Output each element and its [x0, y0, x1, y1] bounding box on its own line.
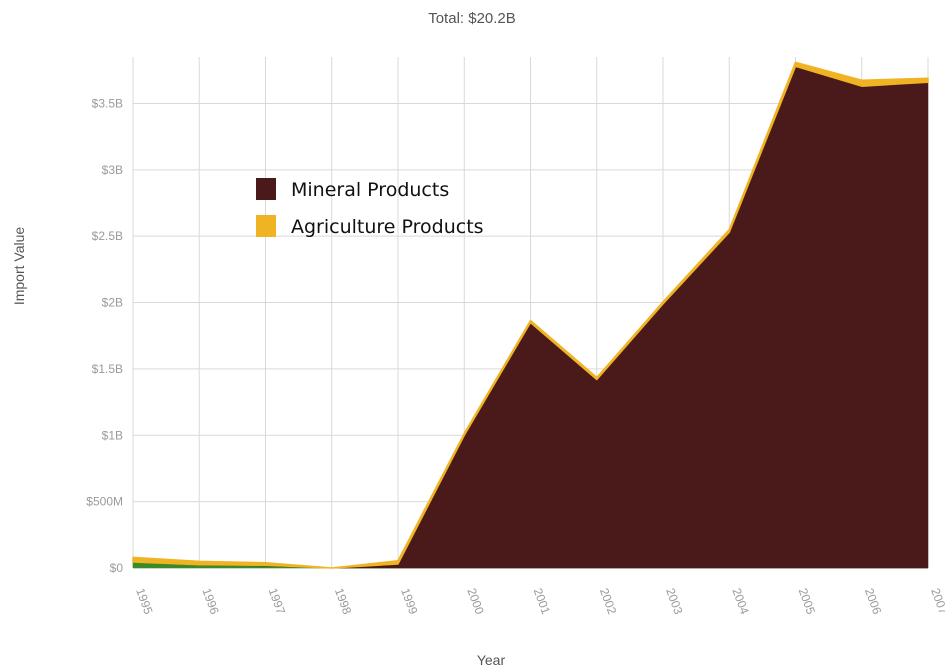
legend: Mineral Products Agriculture Products	[256, 178, 484, 238]
x-tick-label: 2003	[663, 586, 685, 616]
x-tick-label: 2005	[796, 586, 818, 616]
x-tick-label: 1998	[332, 586, 354, 616]
x-tick-label: 1997	[266, 586, 288, 616]
x-tick-label: 2006	[862, 586, 884, 616]
plot-areas	[132, 61, 929, 569]
x-tick-label: 2007	[928, 586, 945, 616]
legend-label-agriculture: Agriculture Products	[291, 216, 484, 238]
y-tick-label: $1.5B	[92, 362, 123, 376]
y-tick-label: $2B	[102, 296, 123, 310]
legend-swatch-mineral	[256, 178, 276, 200]
y-axis: $0 $500M $1B $1.5B $2B $2.5B $3B $3.5B	[86, 96, 123, 575]
y-axis-title: Import Value	[11, 227, 27, 306]
y-tick-label: $1B	[102, 428, 123, 442]
x-tick-label: 2001	[531, 586, 553, 616]
area-series-agriculture	[132, 61, 929, 569]
chart-title: Total: $20.2B	[428, 10, 516, 27]
y-tick-label: $0	[110, 561, 124, 575]
y-tick-label: $3B	[102, 163, 123, 177]
x-axis-title: Year	[477, 652, 506, 668]
legend-swatch-agriculture	[256, 215, 276, 237]
x-tick-label: 2002	[597, 586, 619, 616]
legend-label-mineral: Mineral Products	[291, 179, 449, 201]
x-tick-label: 1996	[199, 586, 221, 616]
x-tick-label: 1995	[133, 586, 155, 616]
y-tick-label: $500M	[86, 495, 123, 509]
x-tick-label: 1999	[398, 586, 420, 616]
y-tick-label: $3.5B	[92, 96, 123, 110]
x-axis: 1995 1996 1997 1998 1999 2000 2001 2002 2003 2004…	[133, 586, 945, 616]
x-tick-label: 2004	[729, 586, 751, 616]
x-tick-label: 2000	[464, 586, 486, 616]
y-tick-label: $2.5B	[92, 229, 123, 243]
